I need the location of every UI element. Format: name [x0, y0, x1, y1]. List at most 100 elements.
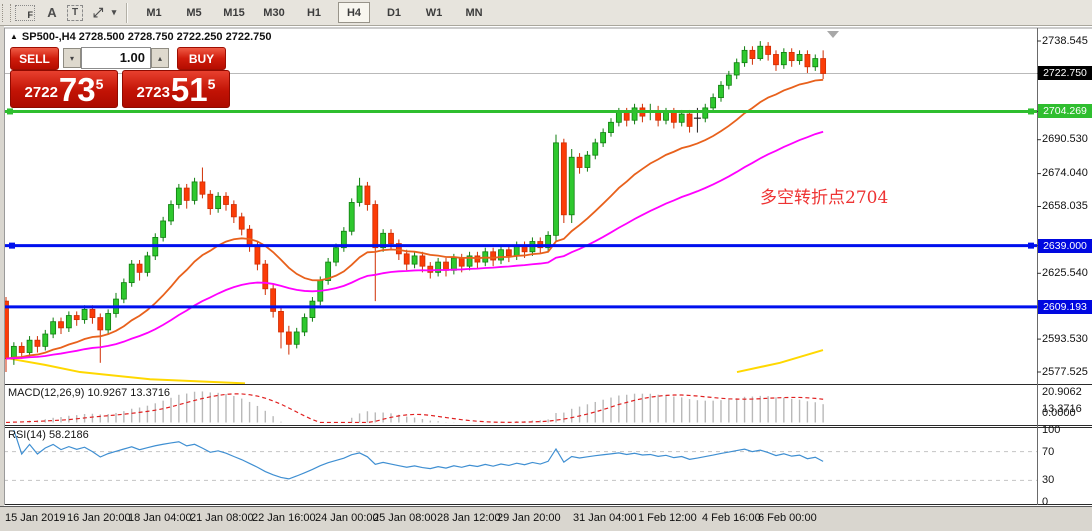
time-axis-label: 6 Feb 00:00 [758, 512, 817, 524]
rsi-axis-label: 100 [1042, 424, 1061, 436]
bull-candle [168, 204, 174, 222]
timeframe-button-m5[interactable]: M5 [186, 6, 202, 19]
macd-signal-line [5, 393, 824, 423]
dropdown-caret-icon[interactable]: ▾ [111, 7, 117, 17]
bull-candle [545, 234, 552, 249]
bull-candle [796, 54, 803, 62]
bear-candle [89, 308, 96, 318]
label-icon[interactable]: A [47, 5, 57, 20]
bear-candle [278, 311, 284, 333]
template-grid-icon[interactable]: F [15, 4, 35, 21]
time-axis-label: 4 Feb 16:00 [702, 512, 761, 524]
bull-candle [498, 249, 504, 261]
bear-candle [395, 243, 402, 255]
bull-candle [435, 261, 442, 273]
timeframe-button-d1[interactable]: D1 [386, 6, 402, 19]
timeframe-button-m1[interactable]: M1 [146, 6, 162, 19]
bull-candle [144, 255, 151, 273]
bull-candle [105, 313, 112, 331]
bear-candle [576, 156, 583, 168]
volume-input[interactable]: 1.00 [81, 47, 151, 69]
bull-candle [710, 97, 717, 109]
bull-candle [568, 156, 575, 216]
bear-candle [419, 255, 426, 267]
price-tick: 2577.525 [1042, 365, 1088, 378]
price-tick: 2738.545 [1042, 34, 1088, 47]
bear-candle [670, 111, 677, 123]
rsi-panel [4, 429, 1037, 481]
hline-handle[interactable] [7, 108, 13, 115]
chart-title: ▲ SP500-,H4 2728.500 2728.750 2722.250 27… [10, 31, 271, 43]
bull-candle [160, 220, 167, 238]
ma-long-line [736, 349, 824, 374]
chart-shift-marker [827, 31, 839, 38]
timeframe-button-m30[interactable]: M30 [263, 6, 285, 19]
bull-candle [175, 187, 182, 205]
ma-long-line [9, 357, 246, 384]
sell-price-prefix: 2722 [24, 84, 58, 101]
bull-candle [309, 300, 316, 318]
toolbar: F A T ⤢ ▾ M1 M5 M15 M30 H1 H4 D1 W1 MN [0, 0, 1092, 26]
sell-quote[interactable]: 2722 73 5 [10, 70, 118, 108]
bull-candle [325, 261, 332, 281]
bear-candle [34, 339, 41, 347]
bull-candle [65, 315, 72, 329]
bull-candle [301, 317, 308, 333]
price-tick: 2625.540 [1042, 266, 1088, 279]
bull-candle [120, 282, 127, 300]
time-axis[interactable]: 15 Jan 2019 16 Jan 20:00 18 Jan 04:00 21 Ja… [0, 506, 1092, 531]
bear-candle [254, 245, 261, 265]
bear-candle [246, 228, 253, 247]
hline-handle[interactable] [1028, 242, 1034, 249]
bull-candle [592, 142, 599, 156]
bear-candle [238, 216, 245, 230]
sell-button[interactable]: SELL [10, 47, 59, 70]
bear-candle [458, 257, 465, 267]
hline-handle[interactable] [9, 242, 15, 249]
bear-candle [655, 111, 662, 121]
main-chart-layer [4, 41, 1037, 384]
macd-panel [5, 391, 824, 423]
rsi-line [13, 429, 824, 480]
volume-down-button[interactable]: ▾ [63, 48, 81, 68]
bull-candle [702, 107, 709, 119]
macd-axis-label: 0.0000 [1042, 407, 1076, 419]
bear-candle [223, 195, 229, 205]
bear-candle [820, 58, 827, 74]
toolbar-separator [126, 2, 127, 23]
timeframe-button-h4[interactable]: H4 [338, 2, 370, 23]
bear-candle [749, 49, 756, 59]
buy-quote[interactable]: 2723 51 5 [122, 70, 230, 108]
bear-candle [490, 251, 497, 261]
bear-candle [364, 185, 371, 205]
timeframe-button-w1[interactable]: W1 [425, 6, 443, 19]
time-axis-label: 21 Jan 08:00 [190, 512, 254, 524]
bear-candle [765, 45, 772, 55]
collapse-triangle-icon[interactable]: ▲ [10, 32, 18, 41]
bear-candle [773, 54, 779, 66]
bear-candle [183, 187, 190, 201]
bull-candle [600, 132, 607, 144]
bear-candle [18, 345, 25, 353]
buy-button[interactable]: BUY [177, 47, 226, 70]
time-axis-label: 28 Jan 12:00 [437, 512, 501, 524]
timeframe-button-h1[interactable]: H1 [306, 6, 322, 19]
time-axis-label: 1 Feb 12:00 [638, 512, 697, 524]
toolbar-grip[interactable] [2, 3, 11, 22]
buy-price-sup: 5 [207, 76, 216, 92]
crosshair-arrows-icon[interactable]: ⤢ [92, 4, 104, 20]
hline-handle[interactable] [1028, 108, 1034, 115]
bull-candle [631, 107, 638, 121]
timeframe-button-mn[interactable]: MN [465, 6, 483, 19]
bull-candle [215, 195, 222, 210]
text-box-icon[interactable]: T [67, 4, 83, 21]
volume-up-button[interactable]: ▴ [151, 48, 169, 68]
bear-candle [199, 181, 206, 195]
bull-candle [733, 62, 740, 76]
bull-candle [348, 202, 355, 232]
timeframe-button-m15[interactable]: M15 [223, 6, 245, 19]
price-tick: 2593.530 [1042, 332, 1088, 345]
bull-candle [380, 232, 387, 249]
